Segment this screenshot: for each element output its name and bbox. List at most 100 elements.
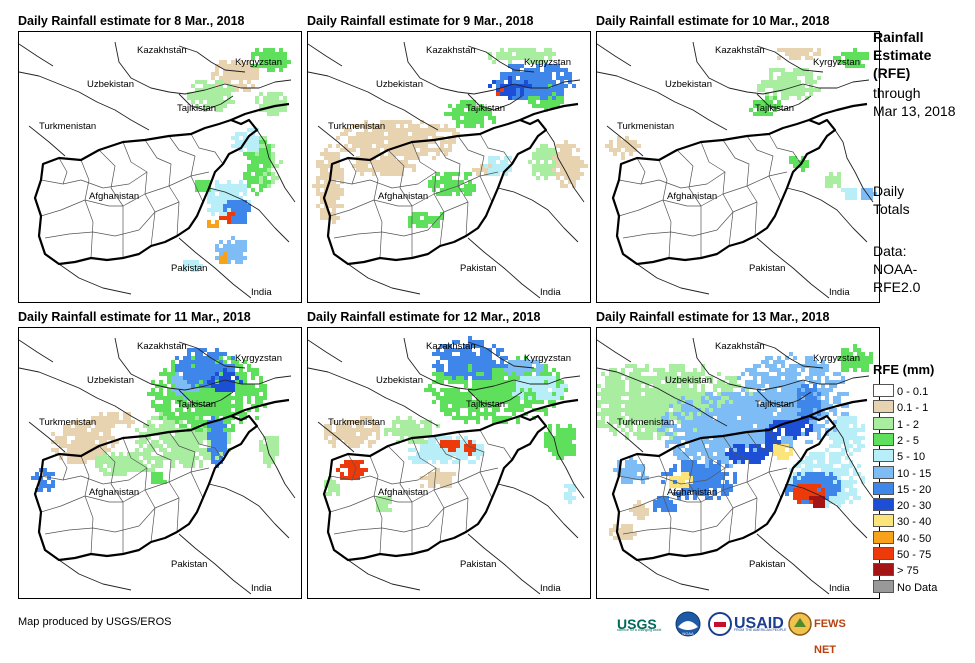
rainfall-cell	[187, 360, 191, 364]
rainfall-cell	[508, 368, 512, 372]
rainfall-cell	[243, 192, 247, 196]
rainfall-cell	[705, 480, 709, 484]
rainfall-cell	[508, 384, 512, 388]
rainfall-cell	[572, 144, 576, 148]
rainfall-cell	[725, 428, 729, 432]
rainfall-cell	[653, 412, 657, 416]
rainfall-cell	[677, 368, 681, 372]
rainfall-cell	[681, 368, 685, 372]
rainfall-cell	[484, 412, 488, 416]
rainfall-cell	[488, 160, 492, 164]
rainfall-cell	[388, 124, 392, 128]
rainfall-cell	[448, 352, 452, 356]
rainfall-cell	[733, 396, 737, 400]
rainfall-cell	[384, 136, 388, 140]
rainfall-cell	[560, 92, 564, 96]
rainfall-cell	[231, 100, 235, 104]
country-border	[597, 340, 631, 362]
rainfall-cell	[424, 424, 428, 428]
rainfall-cell	[420, 212, 424, 216]
rainfall-cell	[275, 92, 279, 96]
rainfall-cell	[235, 216, 239, 220]
country-label-tajikistan: Tajikistan	[755, 104, 794, 114]
rainfall-cell	[556, 100, 560, 104]
rainfall-cell	[388, 172, 392, 176]
rainfall-cell	[227, 200, 231, 204]
rainfall-cell	[564, 384, 568, 388]
rainfall-cell	[528, 388, 532, 392]
rainfall-cell	[199, 352, 203, 356]
rainfall-cell	[400, 140, 404, 144]
rainfall-cell	[797, 476, 801, 480]
rainfall-cell	[223, 448, 227, 452]
rainfall-cell	[444, 112, 448, 116]
province-boundary	[480, 430, 512, 460]
rainfall-cell	[769, 364, 773, 368]
rainfall-cell	[336, 144, 340, 148]
rainfall-cell	[661, 428, 665, 432]
rainfall-cell	[613, 536, 617, 540]
rainfall-cell	[544, 368, 548, 372]
rainfall-cell	[781, 436, 785, 440]
rainfall-cell	[123, 416, 127, 420]
rainfall-cell	[83, 440, 87, 444]
rainfall-cell	[821, 412, 825, 416]
rainfall-cell	[837, 416, 841, 420]
rainfall-cell	[609, 412, 613, 416]
rainfall-cell	[480, 392, 484, 396]
rainfall-cell	[633, 412, 637, 416]
rainfall-cell	[661, 472, 665, 476]
rainfall-cell	[512, 80, 516, 84]
rainfall-cell	[412, 432, 416, 436]
rainfall-cell	[416, 460, 420, 464]
rainfall-cell	[432, 392, 436, 396]
rainfall-cell	[235, 400, 239, 404]
rainfall-cell	[456, 444, 460, 448]
country-label-india: India	[829, 584, 850, 594]
rainfall-cell	[484, 392, 488, 396]
rainfall-cell	[239, 252, 243, 256]
rainfall-cell	[548, 68, 552, 72]
rainfall-cell	[552, 396, 556, 400]
rainfall-cell	[572, 84, 576, 88]
rainfall-cell	[809, 456, 813, 460]
rainfall-cell	[99, 448, 103, 452]
rainfall-cell	[227, 88, 231, 92]
rainfall-cell	[572, 496, 576, 500]
rainfall-cell	[865, 360, 869, 364]
rainfall-cell	[793, 356, 797, 360]
rainfall-cell	[396, 168, 400, 172]
rainfall-cell	[239, 188, 243, 192]
rainfall-cell	[777, 372, 781, 376]
rainfall-cell	[95, 452, 99, 456]
rainfall-cell	[528, 368, 532, 372]
rainfall-cell	[773, 80, 777, 84]
rainfall-cell	[215, 440, 219, 444]
rainfall-cell	[388, 160, 392, 164]
country-label-uzbekistan: Uzbekistan	[87, 80, 134, 90]
rainfall-cell	[316, 188, 320, 192]
legend-swatch	[873, 400, 894, 413]
rainfall-cell	[817, 496, 821, 500]
rainfall-cell	[320, 208, 324, 212]
rainfall-cell	[215, 444, 219, 448]
rainfall-cell	[171, 372, 175, 376]
rainfall-cell	[645, 412, 649, 416]
rainfall-cell	[275, 448, 279, 452]
rainfall-cell	[231, 248, 235, 252]
country-label-pakistan: Pakistan	[460, 560, 496, 570]
rainfall-cell	[472, 416, 476, 420]
rainfall-cell	[849, 488, 853, 492]
rainfall-cell	[805, 376, 809, 380]
rainfall-cell	[729, 428, 733, 432]
rainfall-cell	[215, 68, 219, 72]
rainfall-cell	[520, 372, 524, 376]
rainfall-cell	[765, 364, 769, 368]
rainfall-cell	[845, 52, 849, 56]
rainfall-cell	[316, 176, 320, 180]
rainfall-cell	[460, 376, 464, 380]
rainfall-cell	[436, 372, 440, 376]
rainfall-cell	[777, 48, 781, 52]
rainfall-cell	[693, 424, 697, 428]
rainfall-cell	[231, 216, 235, 220]
